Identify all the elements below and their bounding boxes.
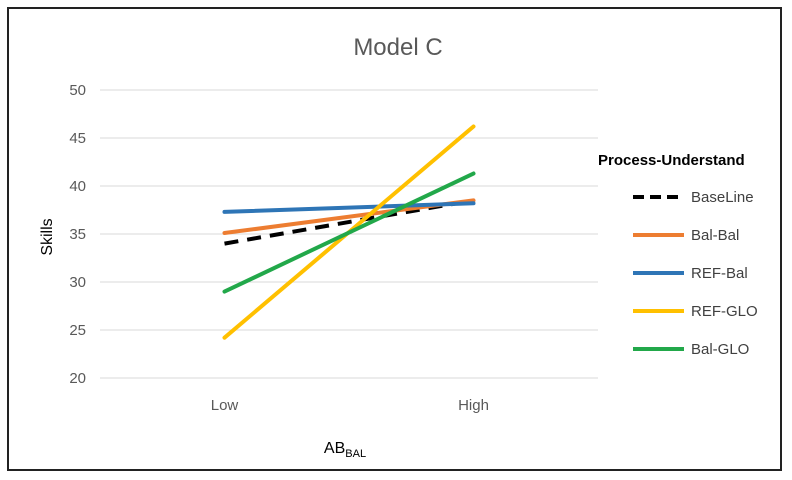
x-axis-label-subscript: BAL [345,448,366,460]
chart-title: Model C [353,34,442,61]
y-tick-label: 35 [69,226,86,243]
series-line [222,171,476,294]
legend-entry-label: REF-GLO [691,303,758,320]
y-tick-label: 30 [69,274,86,291]
y-tick-label: 20 [69,370,86,387]
gridlines [100,89,598,379]
legend-title: Process-Understand [598,152,745,169]
legend-entry-label: REF-Bal [691,265,748,282]
y-tick-label: 50 [69,82,86,99]
y-tick-label: 40 [69,178,86,195]
legend: Process-Understand BaseLine Bal-Bal REF-Ba… [598,152,758,358]
series-line [222,201,476,214]
x-tick-label: Low [211,397,239,414]
x-axis-label: ABBAL [324,440,366,460]
y-tick-labels: 20 25 30 35 40 45 50 [69,82,86,387]
chart-frame [7,7,782,471]
x-axis-label-main: AB [324,440,345,457]
y-tick-label: 25 [69,322,86,339]
x-tick-label: High [458,397,489,414]
legend-entry-label: Bal-Bal [691,227,739,244]
legend-entry-label: BaseLine [691,189,754,206]
x-tick-labels: Low High [211,397,489,414]
legend-entry-label: Bal-GLO [691,341,749,358]
y-axis-label: Skills [39,218,56,255]
y-tick-label: 45 [69,130,86,147]
series-lines [222,124,476,340]
